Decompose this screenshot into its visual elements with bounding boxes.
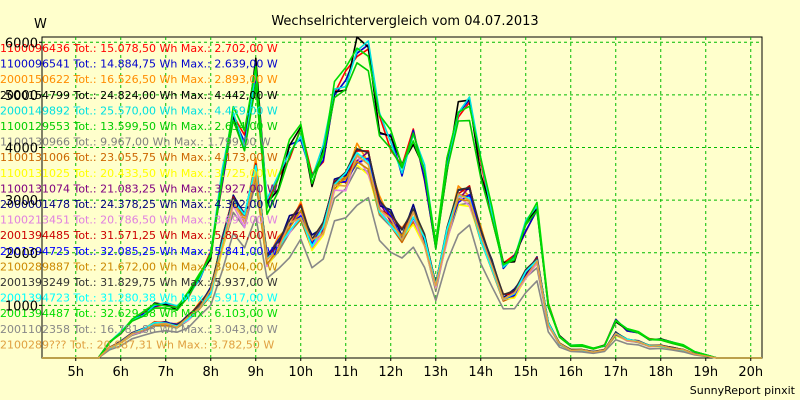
x-tick-label: 17h [603, 365, 628, 380]
legend-entry-2100289887: 2100289887 Tot.: 21.672,00 Wh Max.: 3.90… [0, 260, 278, 273]
series-line-2100289xxx [42, 154, 762, 359]
legend-entry-2001394485: 2001394485 Tot.: 31.571,25 Wh Max.: 5.85… [0, 229, 278, 242]
legend-entry-1100131006: 1100131006 Tot.: 23.055,75 Wh Max.: 4.17… [0, 151, 278, 164]
x-tick-label: 5h [67, 365, 84, 380]
legend-entry-2001102358: 2001102358 Tot.: 16.781,88 Wh Max.: 3.04… [0, 323, 278, 336]
legend: 1100096436 Tot.: 15.078,50 Wh Max.: 2.70… [0, 42, 278, 351]
series-lines [42, 36, 762, 359]
legend-entry-1100213451: 1100213451 Tot.: 20.786,50 Wh Max.: 3.69… [0, 214, 278, 227]
x-tick-label: 20h [738, 365, 763, 380]
x-tick-label: 6h [112, 365, 129, 380]
x-tick-label: 14h [468, 365, 493, 380]
x-tick-label: 8h [202, 365, 219, 380]
legend-entry-1100131074: 1100131074 Tot.: 21.083,25 Wh Max.: 3.92… [0, 182, 278, 195]
y-tick-label: 1000 [5, 299, 38, 314]
legend-entry-1100130966: 1100130966 Tot.: 9.967,00 Wh Max.: 1.799… [0, 136, 271, 149]
legend-entry-1100096436: 1100096436 Tot.: 15.078,50 Wh Max.: 2.70… [0, 42, 278, 55]
series-line-1100129553 [42, 61, 762, 359]
legend-entry-2001394725: 2001394725 Tot.: 32.085,25 Wh Max.: 5.84… [0, 245, 278, 258]
series-line-2001102358 [42, 196, 762, 359]
legend-entry-2000154799: 2000154799 Tot.: 24.824,00 Wh Max.: 4.44… [0, 89, 278, 102]
x-tick-label: 18h [648, 365, 673, 380]
x-tick-label: 19h [693, 365, 718, 380]
legend-entry-2000001478: 2000001478 Tot.: 24.378,25 Wh Max.: 4.36… [0, 198, 278, 211]
axes: 1000 2000 3000 4000 5000 6000 5h 6h 7h 8h 9h 10h 11h… [5, 36, 763, 380]
x-tick-label: 10h [288, 365, 313, 380]
chart-title: Wechselrichtervergleich vom 04.07.2013 [271, 14, 538, 29]
legend-entry-2001394487: 2001394487 Tot.: 32.629,38 Wh Max.: 6.10… [0, 307, 278, 320]
legend-entry-1100096541: 1100096541 Tot.: 14.884,75 Wh Max.: 2.63… [0, 58, 278, 71]
x-tick-label: 12h [378, 365, 403, 380]
footer-credit: SunnyReport pinxit [690, 384, 796, 397]
legend-entry-2001393249: 2001393249 Tot.: 31.829,75 Wh Max.: 5.93… [0, 276, 278, 289]
legend-entry-2000149892: 2000149892 Tot.: 25.570,00 Wh Max.: 4.45… [0, 104, 278, 117]
x-tick-label: 16h [558, 365, 583, 380]
legend-entry-1100131025: 1100131025 Tot.: 20.433,50 Wh Max.: 3.72… [0, 167, 278, 180]
legend-entry-2100289xxx: 2100289??? Tot.: 20.087,31 Wh Max.: 3.78… [0, 338, 274, 351]
x-tick-label: 13h [423, 365, 448, 380]
legend-entry-2001394723: 2001394723 Tot.: 31.280,38 Wh Max.: 5.91… [0, 292, 278, 305]
y-tick-label: 2000 [5, 247, 38, 262]
y-axis-label: W [34, 17, 47, 32]
x-tick-label: 7h [157, 365, 174, 380]
x-tick-label: 15h [513, 365, 538, 380]
legend-entry-1100129553: 1100129553 Tot.: 13.599,50 Wh Max.: 2.63… [0, 120, 278, 133]
x-tick-label: 9h [247, 365, 264, 380]
y-tick-label: 4000 [5, 142, 38, 157]
y-tick-label: 3000 [5, 194, 38, 209]
series-line-2001394487 [42, 47, 762, 359]
y-tick-label: 6000 [5, 36, 38, 51]
legend-entry-2000150622: 2000150622 Tot.: 16.526,50 Wh Max.: 2.89… [0, 73, 278, 86]
x-tick-label: 11h [333, 365, 358, 380]
y-tick-label: 5000 [5, 89, 38, 104]
